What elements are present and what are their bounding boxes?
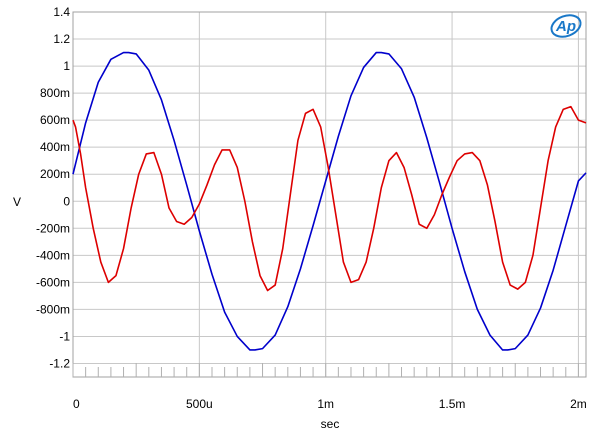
y-axis-label: V: [13, 195, 21, 209]
x-tick-label: 0: [73, 397, 80, 411]
y-tick-label: -1: [59, 329, 70, 343]
y-tick-label: 1: [63, 59, 70, 73]
y-tick-label: 400m: [40, 140, 70, 154]
plot-frame: [72, 11, 587, 378]
x-tick-label: 1.5m: [439, 397, 466, 411]
y-tick-label: 1.4: [53, 5, 70, 19]
y-tick-label: 600m: [40, 113, 70, 127]
y-tick-label: -800m: [36, 302, 70, 316]
grid-layer: [72, 11, 586, 377]
minor-ticks: [72, 363, 579, 377]
y-tick-label: -1.2: [49, 356, 70, 370]
y-tick-label: -400m: [36, 248, 70, 262]
y-tick-label: 1.2: [53, 32, 70, 46]
y-tick-label: -200m: [36, 221, 70, 235]
x-tick-label: 2m: [570, 397, 587, 411]
x-tick-label: 1m: [317, 397, 334, 411]
x-tick-labels: 0 500u 1m 1.5m 2m: [73, 397, 587, 411]
y-tick-label: -600m: [36, 275, 70, 289]
x-tick-label: 500u: [186, 397, 213, 411]
y-tick-label: 200m: [40, 167, 70, 181]
y-tick-label: 800m: [40, 86, 70, 100]
ap-logo-ring-icon: [550, 14, 582, 38]
x-axis-label: sec: [321, 417, 340, 431]
y-tick-labels: 1.4 1.2 1 800m 600m 400m 200m 0 -200m -400m -600m -…: [36, 5, 70, 370]
y-tick-label: 0: [63, 194, 70, 208]
ap-logo: Ap: [550, 14, 582, 38]
series-line-1: [72, 51, 587, 351]
ap-logo-text: Ap: [555, 18, 576, 35]
series-layer: [72, 51, 587, 351]
series-line-2: [72, 105, 587, 292]
